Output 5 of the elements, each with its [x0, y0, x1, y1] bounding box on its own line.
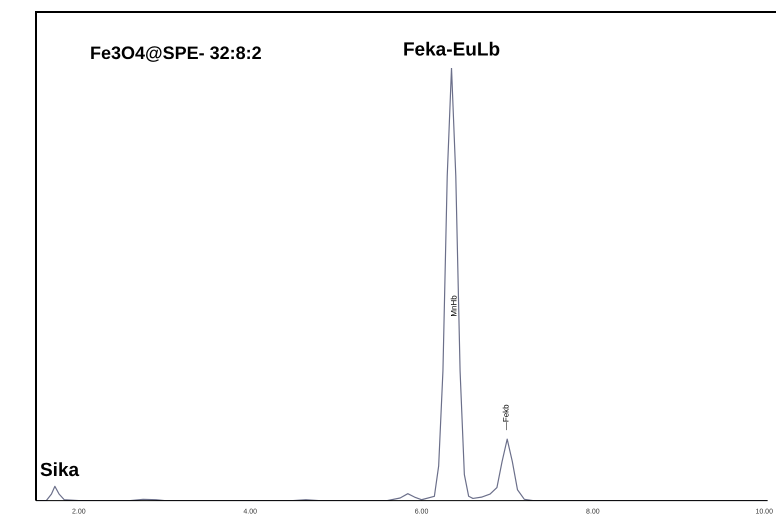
annotation: Feka-EuLb — [402, 40, 500, 61]
annotation: Sika — [40, 460, 80, 482]
chart-title: Fe3O4@SPE- 32:8:2 — [90, 42, 262, 63]
annotation: —Fekb — [501, 404, 510, 430]
annotation: MnHb — [449, 294, 458, 317]
